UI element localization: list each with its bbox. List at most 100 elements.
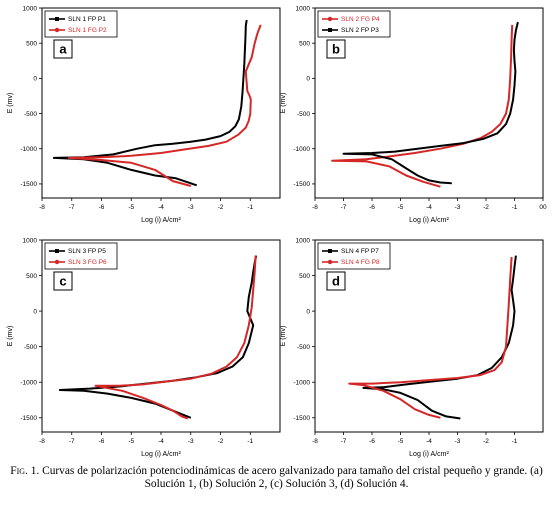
- x-tick-label: -6: [99, 204, 105, 211]
- y-tick-label: -500: [297, 344, 310, 351]
- x-tick-label: -8: [39, 204, 45, 211]
- x-tick-label: -4: [158, 204, 164, 211]
- y-tick-label: -1500: [293, 415, 310, 422]
- x-axis-label: Log (i) A/cm²: [409, 217, 449, 224]
- panel-label-box: [326, 39, 346, 59]
- x-tick-label: -2: [483, 204, 489, 211]
- legend-box: [44, 242, 118, 270]
- y-tick-label: -1000: [20, 146, 37, 153]
- y-tick-label: -1000: [20, 380, 37, 387]
- x-tick-label: -3: [455, 438, 461, 445]
- panel-label: c: [59, 274, 66, 289]
- panel-label: a: [59, 42, 67, 57]
- x-tick-label: -1: [247, 204, 253, 211]
- x-axis-label: Log (i) A/cm²: [409, 451, 449, 458]
- x-tick-label: -1: [247, 438, 253, 445]
- x-tick-label: -2: [483, 438, 489, 445]
- x-tick-label: -5: [398, 204, 404, 211]
- y-tick-label: 1000: [296, 237, 311, 244]
- legend-box: [44, 10, 118, 38]
- x-tick-label: -6: [369, 204, 375, 211]
- legend-box: [317, 242, 391, 270]
- panel-label-box: [53, 39, 73, 59]
- y-tick-label: -1000: [293, 146, 310, 153]
- legend: SLN 4 FP P7 SLN 4 FG P8: [317, 242, 391, 270]
- chart-panel-c: -8 -7 -6 -5 -4 -3 -2 -1 1000 500 0 -500 -1000 -1500 Lo…: [7, 237, 281, 458]
- legend-box: [317, 10, 391, 38]
- y-tick-label: -1500: [293, 181, 310, 188]
- x-tick-label: -4: [426, 438, 432, 445]
- x-tick-label: -4: [158, 438, 164, 445]
- series-line: [67, 24, 262, 187]
- y-axis-label: E (mv): [280, 326, 287, 347]
- x-tick-label: -6: [99, 438, 105, 445]
- y-tick-label: 1000: [23, 237, 38, 244]
- legend-label: SLN 4 FG P8: [341, 259, 380, 266]
- y-tick-label: -1500: [20, 415, 37, 422]
- y-tick-label: 500: [26, 273, 37, 280]
- x-tick-label: -5: [128, 204, 134, 211]
- y-tick-label: 1000: [23, 5, 38, 12]
- legend-marker: [328, 28, 332, 32]
- caption-text: Curvas de polarización potenciodinámicas…: [39, 465, 543, 490]
- x-axis-label: Log (i) A/cm²: [141, 451, 181, 458]
- legend-label: SLN 3 FP P5: [68, 248, 106, 255]
- y-tick-label: 500: [299, 40, 310, 47]
- y-axis-label: E (mv): [280, 93, 287, 114]
- y-axis-label: E (mv): [7, 93, 14, 114]
- panel-label-box: [326, 271, 346, 291]
- y-tick-label: -500: [24, 111, 37, 118]
- legend-label: SLN 2 FP P3: [341, 27, 379, 34]
- y-tick-label: -1000: [293, 380, 310, 387]
- legend-label: SLN 4 FP P7: [341, 248, 379, 255]
- x-tick-label: -1: [512, 438, 518, 445]
- panel-label-box: [53, 271, 73, 291]
- legend-marker: [55, 249, 59, 253]
- y-tick-label: 500: [26, 40, 37, 47]
- y-tick-label: 0: [33, 76, 37, 83]
- y-tick-label: 1000: [296, 5, 311, 12]
- y-tick-label: 500: [299, 273, 310, 280]
- chart-panel-b: -8 -7 -6 -5 -4 -3 -2 -1 00 1000 500 0 -500 -1000 -1500…: [280, 5, 547, 224]
- x-tick-label: -5: [398, 438, 404, 445]
- series-line: [94, 255, 257, 420]
- x-tick-label: -4: [426, 204, 432, 211]
- series-line: [331, 24, 514, 188]
- x-tick-label: -7: [341, 438, 347, 445]
- legend: SLN 1 FP P1 SLN 1 FG P2: [44, 10, 118, 38]
- series-line: [58, 255, 258, 419]
- legend-label: SLN 1 FP P1: [68, 16, 106, 23]
- legend-marker: [328, 249, 332, 253]
- series-line: [362, 255, 517, 420]
- y-tick-label: -1500: [20, 181, 37, 188]
- x-tick-label: -1: [512, 204, 518, 211]
- x-tick-label: -7: [69, 438, 75, 445]
- series-line: [52, 19, 248, 187]
- y-axis-label: E (mv): [7, 326, 14, 347]
- x-tick-label: -3: [188, 438, 194, 445]
- panel-label: d: [332, 274, 340, 289]
- chart-panel-a: -8 -7 -6 -5 -4 -3 -2 -1 1000 500 0 -500 -1000 -1500 Lo…: [7, 5, 281, 224]
- series-line: [342, 21, 519, 185]
- y-tick-label: -500: [297, 111, 310, 118]
- y-tick-label: -500: [24, 344, 37, 351]
- series-line: [348, 257, 513, 419]
- legend-label: SLN 1 FG P2: [68, 27, 107, 34]
- y-tick-label: 0: [306, 308, 310, 315]
- x-tick-label: -8: [312, 204, 318, 211]
- legend-marker: [54, 259, 60, 265]
- x-tick-label: -3: [188, 204, 194, 211]
- x-tick-label: -8: [312, 438, 318, 445]
- legend-marker: [55, 17, 59, 21]
- x-axis-label: Log (i) A/cm²: [141, 217, 181, 224]
- x-tick-label: -8: [39, 438, 45, 445]
- x-tick-label: -2: [218, 204, 224, 211]
- legend: SLN 2 FG P4 SLN 2 FP P3: [317, 10, 391, 38]
- legend: SLN 3 FP P5 SLN 3 FG P6: [44, 242, 118, 270]
- x-tick-label: -7: [341, 204, 347, 211]
- legend-marker: [54, 27, 60, 33]
- x-tick-label: -3: [455, 204, 461, 211]
- chart-panel-d: -8 -7 -6 -5 -4 -3 -2 -1 1000 500 0 -500 -1000 -1500 Lo…: [280, 237, 544, 458]
- panel-label: b: [332, 42, 340, 57]
- y-tick-label: 0: [33, 308, 37, 315]
